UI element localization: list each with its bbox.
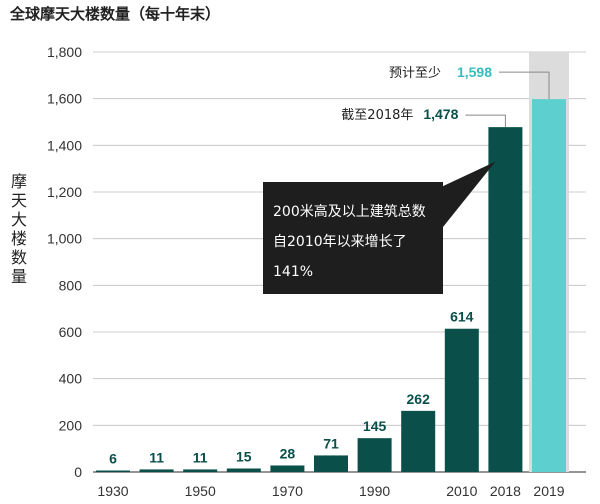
value-label: 71 (323, 435, 339, 451)
annotation-2019-leader (499, 71, 550, 100)
y-tick-label: 200 (59, 417, 83, 433)
bar-2018 (488, 127, 523, 472)
value-labels: 6 11 11 15 28 71 145 262 614 (109, 309, 474, 467)
y-tick-label: 1,600 (47, 91, 82, 107)
y-tick-label: 1,000 (47, 231, 82, 247)
callout-pointer (439, 161, 496, 232)
callout-line: 200米高及以上建筑总数 (273, 203, 426, 220)
bar-1970 (270, 465, 305, 472)
bar-1930 (96, 470, 130, 472)
value-label: 11 (193, 449, 208, 465)
annotation-2019-value: 1,598 (457, 64, 492, 80)
callout-line: 141% (273, 264, 313, 280)
annotation-2018-leader (465, 114, 506, 128)
x-tick-label: 2018 (490, 483, 521, 499)
x-axis-ticks: 1930 1950 1970 1990 2010 2018 2019 (97, 483, 564, 499)
y-tick-label: 0 (74, 464, 82, 480)
annotation-2019-prefix: 预计至少 (389, 66, 441, 81)
x-tick-label: 2010 (446, 483, 477, 499)
chart-title: 全球摩天大楼数量（每十年末） (10, 5, 221, 23)
y-tick-label: 400 (59, 371, 83, 387)
y-tick-label: 1,800 (47, 44, 82, 60)
value-label: 262 (407, 391, 431, 407)
bar-1980 (314, 455, 348, 472)
y-tick-label: 1,400 (47, 137, 82, 153)
bars (96, 99, 566, 472)
value-label: 6 (109, 451, 117, 467)
callout-background (263, 182, 443, 294)
x-tick-label: 1950 (185, 483, 216, 499)
x-tick-label: 1970 (272, 483, 303, 499)
callout-line: 自2010年以来增长了 (273, 234, 407, 250)
value-label: 11 (149, 449, 164, 465)
bar-1940 (139, 469, 174, 472)
bar-2019 (532, 99, 566, 472)
x-tick-label: 1990 (359, 483, 390, 499)
value-label: 145 (363, 418, 387, 434)
bar-1960 (226, 468, 261, 472)
y-tick-label: 600 (59, 324, 83, 340)
bar-2010 (444, 328, 479, 472)
y-tick-label: 1,200 (47, 184, 82, 200)
x-tick-label: 1930 (97, 483, 128, 499)
value-label: 15 (236, 449, 252, 465)
bar-1950 (183, 469, 218, 472)
y-axis-label: 摩天大楼数量 (11, 172, 28, 286)
x-tick-label: 2019 (533, 483, 564, 499)
annotations: 截至2018年 1,478 预计至少 1,598 (341, 64, 550, 128)
annotation-2018-prefix: 截至2018年 (341, 108, 413, 123)
annotation-2018-value: 1,478 (423, 106, 458, 122)
y-tick-label: 800 (59, 277, 83, 293)
value-label: 28 (280, 445, 296, 461)
bar-1990 (357, 438, 392, 472)
y-axis-ticks: 0 200 400 600 800 1,000 1,200 1,400 1,600 1,800 (47, 44, 82, 480)
bar-2000 (401, 410, 436, 472)
value-label: 614 (450, 309, 474, 325)
